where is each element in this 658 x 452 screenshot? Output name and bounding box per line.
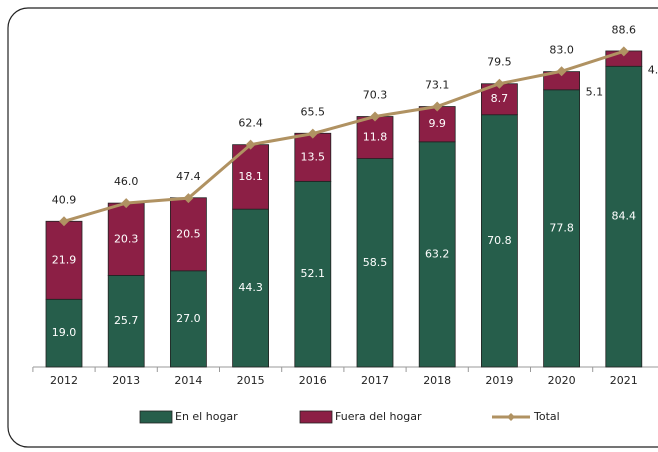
x-tick-label: 2019: [485, 374, 513, 387]
total-label: 70.3: [363, 89, 388, 102]
data-label: 19.0: [52, 326, 77, 339]
total-marker: [245, 139, 256, 150]
x-tick-label: 2014: [174, 374, 202, 387]
bar-segment: [418, 141, 456, 368]
data-label: 5.1: [586, 86, 604, 99]
legend-label: Total: [533, 410, 560, 423]
bar-segment: [356, 158, 394, 368]
x-tick-label: 2015: [237, 374, 265, 387]
total-marker: [494, 78, 505, 89]
bar-segment: [169, 270, 207, 368]
bar-segment: [232, 208, 270, 368]
x-tick-label: 2012: [50, 374, 78, 387]
data-label: 18.1: [238, 170, 263, 183]
total-marker: [121, 198, 132, 209]
total-label: 88.6: [612, 23, 637, 36]
total-marker: [370, 111, 380, 122]
x-tick-label: 2020: [548, 374, 576, 387]
data-label: 21.9: [52, 253, 77, 266]
bar-segment: [356, 116, 394, 159]
data-label: 63.2: [425, 247, 450, 260]
x-tick-label: 2021: [610, 374, 638, 387]
total-label: 65.5: [301, 106, 326, 119]
x-tick-label: 2018: [423, 374, 451, 387]
data-label: 20.5: [176, 227, 201, 240]
bar-segment: [169, 197, 207, 272]
legend-marker: [507, 413, 515, 421]
bar-segment: [543, 89, 580, 368]
total-label: 62.4: [238, 117, 263, 130]
total-label: 79.5: [487, 56, 512, 69]
legend-label: En el hogar: [175, 410, 238, 423]
x-tick-label: 2017: [361, 374, 389, 387]
data-label: 70.8: [487, 234, 512, 247]
data-label: 77.8: [549, 221, 574, 234]
legend-swatch: [139, 410, 173, 424]
total-marker: [556, 66, 567, 77]
total-line: [63, 49, 625, 223]
total-marker: [432, 101, 443, 112]
total-marker: [183, 193, 194, 204]
total-marker: [307, 128, 318, 139]
data-label: 84.4: [612, 210, 637, 223]
x-tick-label: 2013: [112, 374, 140, 387]
total-label: 40.9: [52, 193, 77, 206]
bar-segment: [45, 298, 83, 368]
data-label: 52.1: [301, 267, 326, 280]
data-label: 9.9: [428, 117, 446, 130]
bar-segment: [294, 132, 332, 182]
data-label: 20.3: [114, 232, 139, 245]
data-label: 4.3: [648, 64, 658, 77]
data-label: 25.7: [114, 314, 139, 327]
legend-swatch: [299, 410, 333, 424]
data-label: 13.5: [301, 150, 326, 163]
legend-label: Fuera del hogar: [335, 410, 422, 423]
bar-segment: [605, 65, 643, 368]
data-label: 11.8: [363, 131, 388, 144]
total-label: 83.0: [549, 43, 574, 56]
bar-segment: [418, 106, 456, 143]
data-label: 27.0: [176, 312, 201, 325]
total-marker: [618, 46, 629, 57]
data-label: 44.3: [238, 281, 263, 294]
total-marker: [59, 216, 69, 227]
frame: [7, 7, 658, 448]
total-label: 46.0: [114, 175, 139, 188]
bar-segment: [232, 144, 270, 210]
data-label: 58.5: [363, 256, 388, 269]
data-label: 8.7: [491, 92, 509, 105]
x-tick-label: 2016: [299, 374, 327, 387]
bar-segment: [480, 114, 518, 368]
total-label: 47.4: [176, 170, 201, 183]
total-label: 73.1: [425, 79, 450, 92]
